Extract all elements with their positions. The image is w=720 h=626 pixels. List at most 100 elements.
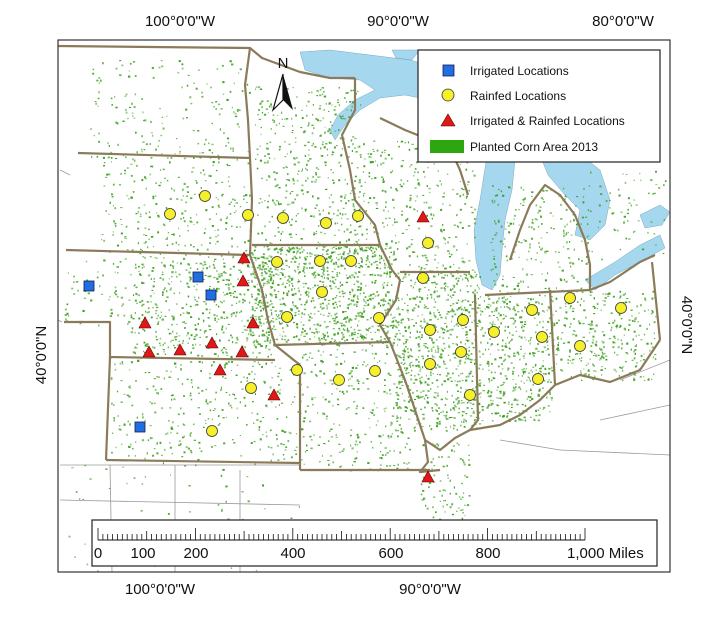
- corn-area-dot: [582, 196, 585, 198]
- corn-area-dot: [531, 221, 534, 224]
- corn-area-dot: [394, 235, 396, 237]
- corn-area-dot: [311, 398, 314, 401]
- corn-area-dot: [502, 194, 505, 197]
- corn-area-dot: [497, 404, 500, 407]
- corn-area-dot: [396, 321, 399, 324]
- corn-area-dot: [306, 450, 308, 452]
- corn-area-dot: [269, 429, 272, 432]
- corn-area-dot: [385, 201, 387, 204]
- corn-area-dot: [256, 297, 258, 299]
- corn-area-dot: [284, 196, 287, 199]
- corn-area-dot: [181, 307, 184, 309]
- corn-area-dot: [481, 368, 484, 370]
- corn-area-dot: [334, 339, 336, 342]
- corn-area-dot: [444, 328, 446, 331]
- corn-area-dot: [367, 153, 370, 155]
- corn-area-dot: [181, 342, 184, 345]
- corn-area-dot: [355, 339, 357, 342]
- corn-area-dot: [135, 131, 137, 134]
- corn-area-dot: [548, 379, 550, 381]
- corn-area-dot: [491, 362, 493, 365]
- corn-area-dot: [420, 268, 422, 271]
- corn-area-dot: [142, 111, 144, 114]
- corn-area-dot: [170, 340, 172, 343]
- corn-area-dot: [417, 395, 420, 398]
- corn-area-dot: [144, 227, 147, 229]
- corn-area-dot: [424, 381, 427, 384]
- corn-area-dot: [309, 352, 312, 354]
- corn-area-dot: [377, 325, 380, 328]
- corn-area-dot: [343, 448, 345, 451]
- corn-area-dot: [343, 257, 346, 259]
- corn-area-dot: [262, 284, 265, 286]
- corn-area-dot: [548, 367, 551, 370]
- corn-area-dot: [147, 246, 149, 249]
- corn-area-dot: [254, 373, 256, 376]
- corn-area-dot: [300, 127, 303, 129]
- corn-area-dot: [518, 374, 520, 377]
- corn-area-dot: [216, 240, 219, 243]
- corn-area-dot: [400, 322, 403, 324]
- corn-area-dot: [331, 276, 334, 279]
- corn-area-dot: [251, 412, 253, 414]
- corn-area-dot: [313, 306, 315, 309]
- corn-area-dot: [423, 320, 426, 323]
- corn-area-dot: [409, 264, 411, 266]
- corn-area-dot: [159, 169, 162, 171]
- corn-area-dot: [172, 317, 175, 320]
- corn-area-dot: [204, 263, 207, 265]
- corn-area-dot: [260, 126, 262, 129]
- corn-area-dot: [143, 119, 145, 122]
- corn-area-dot: [468, 340, 470, 342]
- corn-area-dot: [143, 350, 145, 352]
- corn-area-dot: [317, 168, 320, 170]
- corn-area-dot: [587, 368, 590, 371]
- corn-area-dot: [310, 312, 312, 315]
- corn-area-dot: [273, 325, 275, 328]
- corn-area-dot: [314, 306, 316, 308]
- corn-area-dot: [234, 397, 237, 400]
- corn-area-dot: [357, 90, 359, 92]
- corn-area-dot: [314, 207, 317, 209]
- corn-area-dot: [493, 315, 495, 317]
- corn-area-dot: [510, 338, 513, 341]
- corn-area-dot: [456, 510, 458, 512]
- corn-area-dot: [405, 219, 407, 222]
- corn-area-dot: [199, 344, 202, 346]
- corn-area-dot: [322, 284, 324, 286]
- corn-area-dot: [597, 354, 600, 356]
- corn-area-dot: [622, 366, 624, 368]
- corn-area-dot: [601, 331, 604, 333]
- corn-area-dot: [108, 487, 111, 489]
- corn-area-dot: [470, 361, 473, 363]
- corn-area-dot: [291, 191, 294, 192]
- corn-area-dot: [263, 277, 266, 280]
- corn-area-dot: [323, 109, 325, 111]
- corn-area-dot: [399, 417, 401, 420]
- corn-area-dot: [642, 376, 645, 378]
- corn-area-dot: [400, 179, 402, 182]
- corn-area-dot: [430, 348, 433, 350]
- corn-area-dot: [166, 432, 169, 435]
- corn-area-dot: [521, 403, 524, 406]
- corn-area-dot: [418, 184, 421, 186]
- corn-area-dot: [453, 263, 455, 266]
- corn-area-dot: [488, 298, 490, 301]
- corn-area-dot: [605, 355, 608, 357]
- corn-area-dot: [141, 413, 144, 416]
- corn-area-dot: [298, 263, 301, 265]
- corn-area-dot: [499, 290, 501, 292]
- corn-area-dot: [438, 420, 441, 423]
- corn-area-dot: [328, 341, 331, 343]
- corn-area-dot: [420, 493, 423, 496]
- corn-area-dot: [268, 221, 271, 223]
- corn-area-dot: [292, 251, 295, 254]
- corn-area-dot: [363, 307, 365, 310]
- corn-area-dot: [409, 199, 412, 202]
- corn-area-dot: [358, 267, 361, 269]
- corn-area-dot: [490, 344, 492, 347]
- corn-area-dot: [257, 342, 259, 345]
- corn-area-dot: [503, 401, 506, 404]
- corn-area-dot: [430, 293, 433, 296]
- corn-area-dot: [422, 366, 424, 369]
